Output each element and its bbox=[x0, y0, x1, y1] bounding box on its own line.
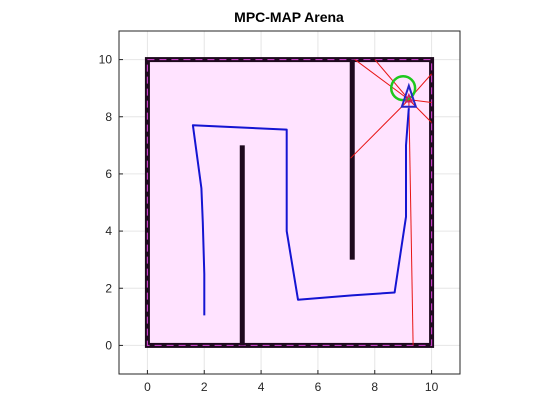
chart-title: MPC-MAP Arena bbox=[234, 9, 344, 25]
x-tick-label-5: 10 bbox=[425, 380, 439, 394]
sensor-ray-6 bbox=[354, 59, 410, 101]
x-tick-label-3: 6 bbox=[315, 380, 322, 394]
y-tick-label-3: 6 bbox=[105, 167, 112, 181]
plot-area: 0 2 4 6 8 10 0 2 4 6 8 10 bbox=[99, 30, 461, 394]
y-tick-label-0: 0 bbox=[105, 338, 112, 352]
obstacle-0 bbox=[239, 145, 245, 346]
y-tick-label-4: 8 bbox=[105, 110, 112, 124]
x-tick-label-2: 4 bbox=[258, 380, 265, 394]
x-tick-label-0: 0 bbox=[144, 380, 151, 394]
axes-box bbox=[118, 30, 461, 375]
robot-heading-marker bbox=[404, 92, 413, 103]
x-tick-label-1: 2 bbox=[201, 380, 208, 394]
obstacle-1 bbox=[349, 59, 355, 260]
sensor-ray-5 bbox=[374, 59, 410, 100]
arena-wall-dashes bbox=[146, 58, 433, 347]
sensor-ray-0 bbox=[350, 99, 410, 159]
y-tick-label-2: 4 bbox=[105, 224, 112, 238]
robot-marker bbox=[400, 82, 418, 108]
sensor-ray-1 bbox=[408, 99, 414, 346]
y-tick-label-5: 10 bbox=[99, 53, 113, 67]
x-tick-label-4: 8 bbox=[371, 380, 378, 394]
trajectory-line bbox=[191, 108, 410, 316]
sensor-ray-3 bbox=[408, 99, 432, 123]
arena-floor bbox=[147, 59, 432, 346]
y-tick-label-1: 2 bbox=[105, 281, 112, 295]
